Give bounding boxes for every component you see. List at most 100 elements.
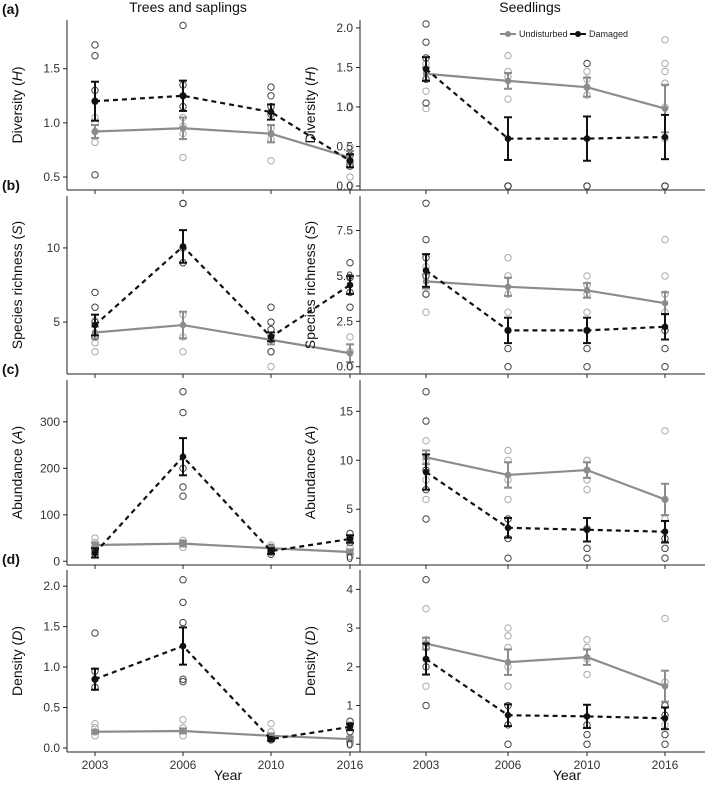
trees-richness-mean-point <box>346 281 354 289</box>
trees-richness-raw-point <box>91 288 99 297</box>
trees-density-damaged-line <box>94 644 351 741</box>
trees-density-x-tick-label: 2010 <box>258 758 285 772</box>
seedlings-density-y-tick-label: 2 <box>346 660 353 674</box>
seedlings-richness-y-tick-label: 2.5 <box>336 314 353 328</box>
trees-abundance-mean-point <box>179 453 187 460</box>
seedlings-density-mean-point <box>504 658 512 666</box>
trees-richness-mean-point <box>179 321 187 329</box>
trees-richness-raw-point <box>267 303 275 311</box>
trees-density-raw-point <box>179 598 187 607</box>
seedlings-abundance-raw-point <box>422 515 430 523</box>
seedlings-richness-raw-point <box>583 344 591 353</box>
seedlings-density-raw-point <box>583 740 591 748</box>
seedlings-density-raw-point <box>583 730 591 739</box>
seedlings-diversity-raw-point <box>504 95 512 103</box>
trees-density-mean-point <box>91 728 99 736</box>
trees-abundance-mean-point <box>267 547 275 555</box>
trees-abundance-y-tick-label: 100 <box>40 508 60 522</box>
trees-richness-y-tick-label: 5 <box>53 315 60 329</box>
trees-diversity-y-tick-label: 1.0 <box>43 116 60 130</box>
trees-richness-damaged-line <box>94 244 351 339</box>
seedlings-abundance-y-tick-label: 15 <box>340 404 354 418</box>
seedlings-density-mean-point <box>661 682 669 690</box>
trees-density-mean-point <box>346 723 354 731</box>
seedlings-abundance-raw-point <box>583 485 591 494</box>
seedlings-abundance-y-tick-label: 10 <box>340 453 354 467</box>
seedlings-diversity-raw-point <box>661 182 669 190</box>
seedlings-richness-raw-point <box>422 308 430 316</box>
trees-density-raw-point <box>91 719 99 728</box>
seedlings-diversity-mean-point <box>661 105 669 112</box>
seedlings-diversity-damaged-line <box>425 68 666 140</box>
seedlings-richness-raw-point <box>661 272 669 280</box>
seedlings-richness-y-tick-label: 7.5 <box>336 224 353 238</box>
trees-richness-raw-point <box>267 318 275 326</box>
seedlings-richness-mean-point <box>504 283 512 291</box>
seedlings-diversity-raw-point <box>583 67 591 76</box>
trees-richness-raw-point <box>267 362 275 371</box>
legend-damaged-label: Damaged <box>589 29 628 39</box>
seedlings-diversity-raw-point <box>583 182 591 190</box>
trees-richness-panel-label: (b) <box>2 177 20 193</box>
seedlings-density-undisturbed-line <box>425 642 666 688</box>
seedlings-richness-mean-point <box>583 327 591 334</box>
trees-density-mean-point <box>346 735 354 743</box>
trees-diversity-y-axis-title: Diversity (H) <box>9 66 25 143</box>
seedlings-richness-raw-point <box>661 235 669 244</box>
seedlings-diversity-raw-point <box>583 59 591 68</box>
seedlings-abundance-mean-point <box>583 466 591 474</box>
trees-diversity-raw-point <box>346 142 354 151</box>
seedlings-density-mean-point <box>422 655 430 663</box>
seedlings-density-raw-point <box>422 701 430 710</box>
trees-diversity-panel: 0.5 1.0 1.5 Diversity (H) (a) <box>2 1 388 194</box>
trees-abundance-mean-point <box>91 549 99 557</box>
seedlings-richness-raw-point <box>422 199 430 207</box>
seedlings-abundance-undisturbed-line <box>425 456 666 501</box>
seedlings-abundance-mean-point <box>661 496 669 503</box>
seedlings-diversity-y-tick-label: 2.0 <box>336 21 353 35</box>
seedlings-diversity-y-tick-label: 1.5 <box>336 60 353 74</box>
seedlings-diversity-raw-point <box>422 104 430 113</box>
seedlings-richness-y-tick-label: 0.0 <box>336 360 353 374</box>
seedlings-abundance-raw-point <box>504 495 512 504</box>
seedlings-richness-panel: 0.0 2.5 5.0 7.5 Species richness (S) <box>302 196 705 378</box>
seedlings-density-raw-point <box>661 614 669 623</box>
seedlings-diversity-raw-point <box>661 59 669 68</box>
trees-diversity-panel-label: (a) <box>2 1 19 17</box>
seedlings-richness-raw-point <box>583 272 591 280</box>
trees-abundance-damaged-line <box>94 455 351 554</box>
seedlings-richness-mean-point <box>661 323 669 331</box>
trees-diversity-raw-point <box>91 138 99 147</box>
seedlings-density-raw-point <box>504 682 512 690</box>
seedlings-richness-raw-point <box>504 254 512 262</box>
trees-richness-mean-point <box>91 321 99 329</box>
seedlings-richness-raw-point <box>504 363 512 371</box>
seedlings-richness-damaged-line <box>425 269 666 332</box>
seedlings-density-y-tick-label: 3 <box>346 621 353 635</box>
seedlings-abundance-raw-point <box>422 436 430 445</box>
seedlings-richness-raw-point <box>422 235 430 244</box>
seedlings-diversity-panel: 0.0 0.5 1.0 1.5 2.0 Diversity (H) <box>302 20 705 194</box>
seedlings-richness-mean-point <box>504 327 512 334</box>
seedlings-density-mean-point <box>661 715 669 722</box>
seedlings-richness-mean-point <box>661 299 669 307</box>
seedlings-density-x-tick-label: 2006 <box>495 758 522 772</box>
trees-density-y-tick-label: 1.5 <box>43 620 60 634</box>
header-trees: Trees and saplings <box>129 0 247 15</box>
trees-richness-panel: 5 10 Species richness (S) (b) <box>2 177 388 378</box>
seedlings-diversity-y-tick-label: 1.0 <box>336 100 353 114</box>
seedlings-abundance-raw-point <box>422 495 430 504</box>
trees-diversity-raw-point <box>267 83 275 91</box>
seedlings-density-y-tick-label: 0 <box>346 737 353 751</box>
seedlings-abundance-raw-point <box>661 427 669 435</box>
trees-density-raw-point <box>179 618 187 627</box>
legend-undisturbed-marker <box>505 31 511 37</box>
seedlings-richness-mean-point <box>422 267 430 274</box>
trees-density-panel-label: (d) <box>2 551 20 567</box>
legend: Undisturbed Damaged <box>500 29 628 39</box>
seedlings-richness-raw-point <box>504 344 512 353</box>
seedlings-richness-y-axis-title: Species richness (S) <box>302 221 318 349</box>
seedlings-richness-raw-point <box>583 363 591 371</box>
seedlings-abundance-mean-point <box>422 468 430 476</box>
